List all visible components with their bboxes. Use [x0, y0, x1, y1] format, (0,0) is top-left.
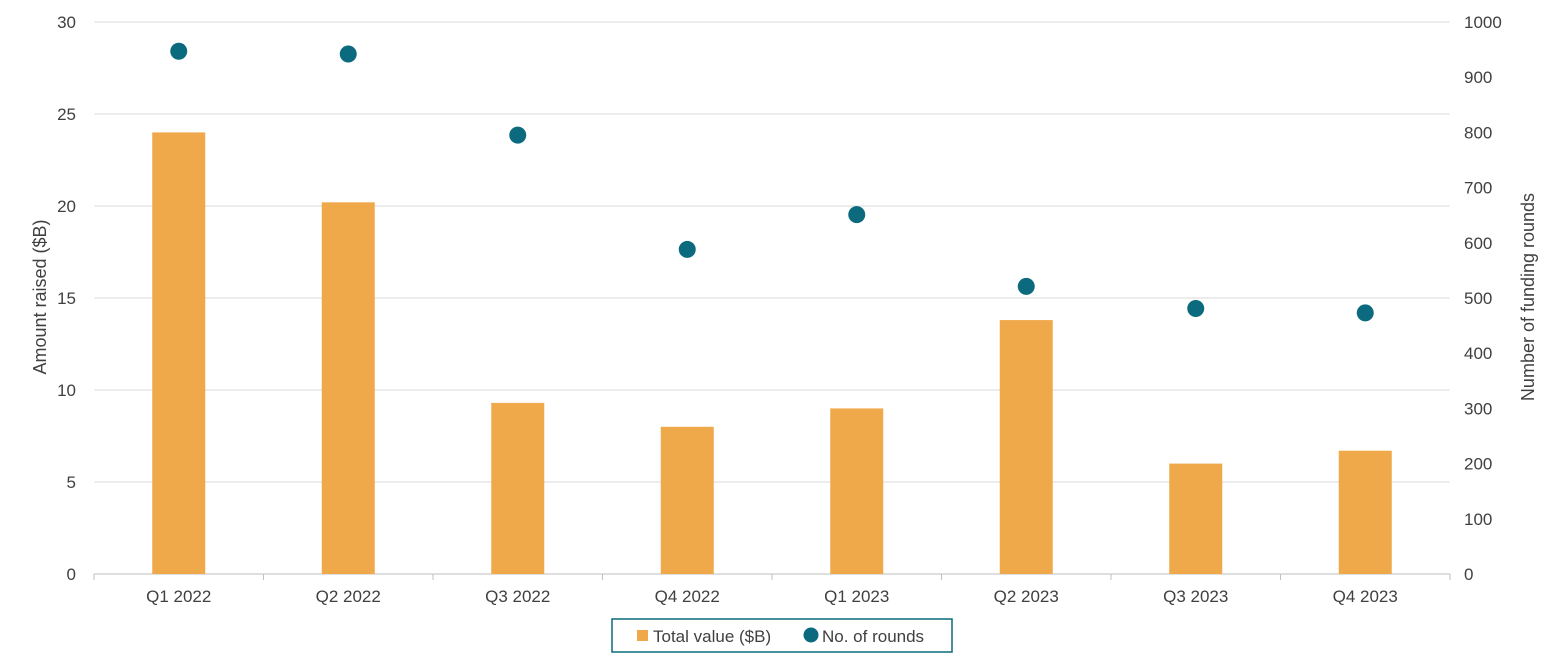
bar	[1338, 450, 1392, 574]
y-tick-label: 30	[57, 13, 76, 32]
y2-axis-title: Number of funding rounds	[1518, 193, 1538, 401]
x-tick-label: Q1 2023	[824, 587, 889, 606]
y2-tick-label: 100	[1464, 510, 1492, 529]
x-tick-label: Q3 2023	[1163, 587, 1228, 606]
scatter-series	[170, 42, 1374, 322]
y2-tick-label: 400	[1464, 344, 1492, 363]
x-tick-label: Q2 2022	[316, 587, 381, 606]
data-point	[509, 126, 527, 144]
bar	[321, 202, 375, 574]
bar	[999, 320, 1053, 574]
y-tick-label: 10	[57, 381, 76, 400]
x-tick-label: Q1 2022	[146, 587, 211, 606]
data-point	[1356, 304, 1374, 322]
y-tick-label: 20	[57, 197, 76, 216]
y-tick-label: 0	[67, 565, 76, 584]
x-tick-label: Q4 2023	[1333, 587, 1398, 606]
data-point	[1187, 299, 1205, 317]
data-point	[1017, 277, 1035, 295]
bar	[152, 132, 206, 574]
legend-swatch-total-value	[637, 630, 648, 641]
x-tick-label: Q4 2022	[655, 587, 720, 606]
y-tick-label: 25	[57, 105, 76, 124]
gridlines	[94, 21, 1450, 575]
legend: Total value ($B) No. of rounds	[611, 618, 953, 653]
legend-frame	[611, 618, 953, 653]
bar	[660, 426, 714, 574]
y-axis-title: Amount raised ($B)	[30, 219, 50, 374]
x-tick-label: Q3 2022	[485, 587, 550, 606]
data-point	[339, 45, 357, 63]
y2-tick-label: 300	[1464, 399, 1492, 418]
data-point	[678, 240, 696, 258]
y2-tick-label: 600	[1464, 234, 1492, 253]
y2-tick-label: 700	[1464, 179, 1492, 198]
y2-tick-label: 500	[1464, 289, 1492, 308]
axes: 0510152025300100200300400500600700800900…	[57, 13, 1502, 606]
bar-series	[152, 132, 1392, 574]
data-point	[848, 206, 866, 224]
legend-label-rounds: No. of rounds	[822, 627, 924, 646]
y2-tick-label: 1000	[1464, 13, 1502, 32]
bar	[830, 408, 884, 574]
x-tick-label: Q2 2023	[994, 587, 1059, 606]
y-tick-label: 15	[57, 289, 76, 308]
bar	[1169, 463, 1223, 574]
legend-swatch-rounds	[803, 627, 819, 643]
y2-tick-label: 0	[1464, 565, 1473, 584]
bar	[491, 402, 545, 574]
y2-tick-label: 900	[1464, 68, 1492, 87]
data-point	[170, 42, 188, 60]
y-tick-label: 5	[67, 473, 76, 492]
y2-tick-label: 200	[1464, 455, 1492, 474]
legend-label-total-value: Total value ($B)	[653, 627, 771, 646]
y2-tick-label: 800	[1464, 123, 1492, 142]
